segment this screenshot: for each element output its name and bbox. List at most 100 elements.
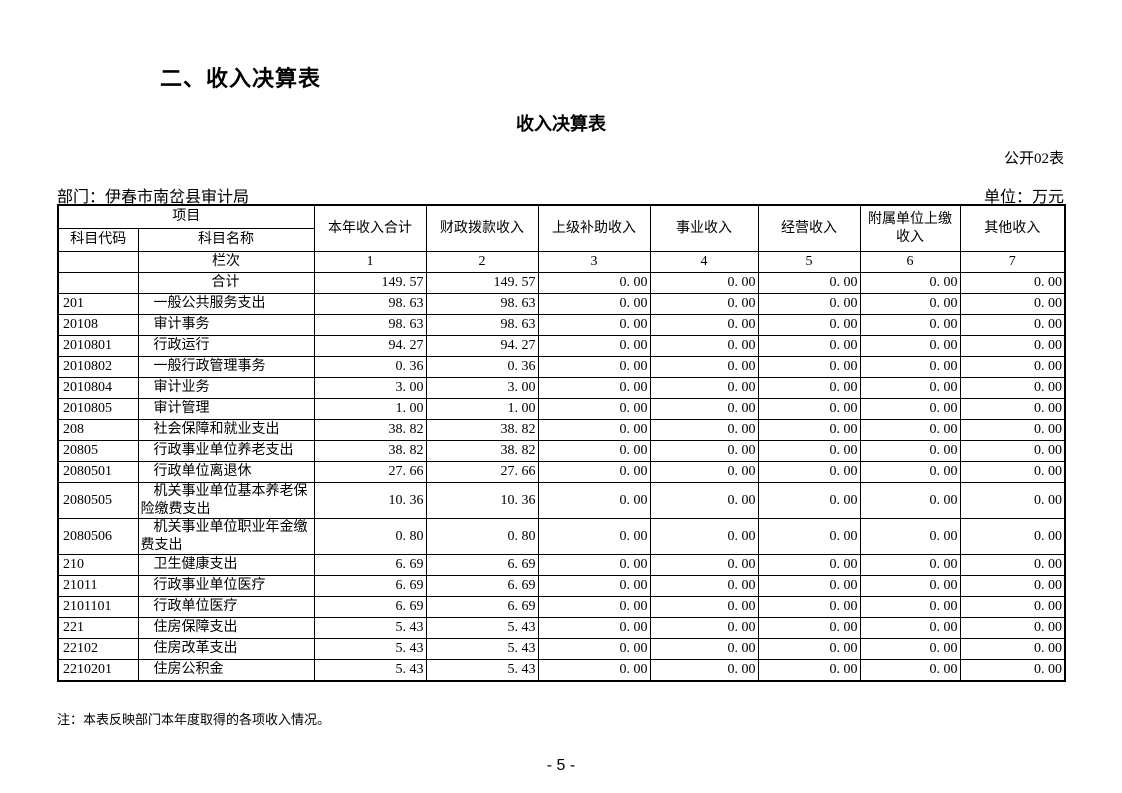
subject-name-cell: 一般行政管理事务 xyxy=(137,356,315,378)
subject-name-cell: 审计事务 xyxy=(137,314,315,336)
value-cell: 94. 27 xyxy=(425,335,539,357)
value-cell: 0. 00 xyxy=(859,518,961,555)
table-note: 注：本表反映部门本年度取得的各项收入情况。 xyxy=(57,712,331,727)
subject-code-cell xyxy=(57,272,139,294)
value-cell: 0. 00 xyxy=(959,293,1066,315)
value-cell: 0. 00 xyxy=(859,461,961,483)
value-cell: 0. 00 xyxy=(859,314,961,336)
value-cell: 94. 27 xyxy=(313,335,427,357)
subject-code-cell: 21011 xyxy=(57,575,139,597)
value-cell: 6. 69 xyxy=(313,554,427,576)
value-cell: 0. 00 xyxy=(757,272,861,294)
value-cell: 0. 00 xyxy=(649,482,759,519)
value-cell: 0. 00 xyxy=(757,638,861,660)
subject-code-cell: 2080506 xyxy=(57,518,139,555)
value-cell: 10. 36 xyxy=(425,482,539,519)
subject-name-cell: 社会保障和就业支出 xyxy=(137,419,315,441)
value-cell: 0. 00 xyxy=(859,272,961,294)
subject-code-cell: 210 xyxy=(57,554,139,576)
value-cell: 0. 00 xyxy=(959,356,1066,378)
header-fiscal-allocation-revenue: 财政拨款收入 xyxy=(425,204,539,252)
value-cell: 0. 00 xyxy=(649,518,759,555)
value-cell: 149. 57 xyxy=(425,272,539,294)
page-number: - 5 - xyxy=(546,757,576,774)
value-cell: 3. 00 xyxy=(313,377,427,399)
value-cell: 5. 43 xyxy=(425,659,539,682)
value-cell: 0. 00 xyxy=(537,440,651,462)
value-cell: 0. 00 xyxy=(959,638,1066,660)
value-cell: 0. 00 xyxy=(859,575,961,597)
value-cell: 0. 00 xyxy=(537,377,651,399)
subject-code-cell: 20805 xyxy=(57,440,139,462)
value-cell: 0. 00 xyxy=(859,638,961,660)
header-subject-code: 科目代码 xyxy=(57,228,139,252)
subject-name-cell: 机关事业单位基本养老保险缴费支出 xyxy=(137,482,315,519)
column-index-cell: 3 xyxy=(537,251,651,273)
value-cell: 0. 00 xyxy=(859,482,961,519)
subject-name-cell: 合计 xyxy=(137,272,315,294)
value-cell: 0. 00 xyxy=(959,554,1066,576)
value-cell: 0. 00 xyxy=(757,482,861,519)
subject-code-cell: 2210201 xyxy=(57,659,139,682)
table-row: 2010805 审计管理 1. 00 1. 00 0. 00 0. 00 0. 00 0. 0… xyxy=(57,398,1066,420)
value-cell: 38. 82 xyxy=(425,440,539,462)
value-cell: 0. 00 xyxy=(649,554,759,576)
subject-code-cell: 20108 xyxy=(57,314,139,336)
table-row: 208 社会保障和就业支出 38. 82 38. 82 0. 00 0. 00 0. 00 0… xyxy=(57,419,1066,441)
value-cell: 0. 00 xyxy=(537,518,651,555)
value-cell: 1. 00 xyxy=(425,398,539,420)
value-cell: 98. 63 xyxy=(425,314,539,336)
value-cell: 98. 63 xyxy=(313,293,427,315)
subject-name-cell: 行政事业单位养老支出 xyxy=(137,440,315,462)
table-row: 21011 行政事业单位医疗 6. 69 6. 69 0. 00 0. 00 0. 00 0.… xyxy=(57,575,1066,597)
value-cell: 6. 69 xyxy=(425,554,539,576)
value-cell: 0. 00 xyxy=(959,398,1066,420)
header-subject-name: 科目名称 xyxy=(137,228,315,252)
column-index-cell: 4 xyxy=(649,251,759,273)
table-row: 2080501 行政单位离退休 27. 66 27. 66 0. 00 0. 00 0. 0… xyxy=(57,461,1066,483)
subject-code-cell: 2010802 xyxy=(57,356,139,378)
value-cell: 6. 69 xyxy=(425,596,539,618)
value-cell: 0. 00 xyxy=(859,419,961,441)
subject-name-cell: 住房改革支出 xyxy=(137,638,315,660)
header-row-project: 项目 本年收入合计 财政拨款收入 上级补助收入 事业收入 经营收入 附属单位上缴… xyxy=(57,204,1066,252)
value-cell: 0. 00 xyxy=(537,335,651,357)
value-cell: 0. 00 xyxy=(649,335,759,357)
value-cell: 0. 00 xyxy=(649,596,759,618)
value-cell: 0. 00 xyxy=(859,293,961,315)
table-row: 2210201 住房公积金 5. 43 5. 43 0. 00 0. 00 0. 00 0. … xyxy=(57,659,1066,682)
subject-name-cell: 行政运行 xyxy=(137,335,315,357)
column-index-cell: 7 xyxy=(959,251,1066,273)
value-cell: 0. 00 xyxy=(757,575,861,597)
header-other-revenue: 其他收入 xyxy=(959,204,1066,252)
subject-name-cell: 卫生健康支出 xyxy=(137,554,315,576)
value-cell: 0. 00 xyxy=(859,356,961,378)
table-row: 2080506 机关事业单位职业年金缴费支出 0. 80 0. 80 0. 00 0. 0… xyxy=(57,518,1066,555)
value-cell: 1. 00 xyxy=(313,398,427,420)
value-cell: 0. 00 xyxy=(649,575,759,597)
value-cell: 38. 82 xyxy=(313,440,427,462)
value-cell: 0. 00 xyxy=(649,419,759,441)
value-cell: 0. 00 xyxy=(959,272,1066,294)
subject-name-cell: 行政事业单位医疗 xyxy=(137,575,315,597)
value-cell: 5. 43 xyxy=(425,638,539,660)
value-cell: 0. 80 xyxy=(425,518,539,555)
table-row: 2010801 行政运行 94. 27 94. 27 0. 00 0. 00 0. 00 0.… xyxy=(57,335,1066,357)
value-cell: 0. 00 xyxy=(649,314,759,336)
value-cell: 0. 00 xyxy=(859,659,961,682)
value-cell: 5. 43 xyxy=(313,659,427,682)
value-cell: 0. 00 xyxy=(959,575,1066,597)
value-cell: 0. 00 xyxy=(859,398,961,420)
value-cell: 0. 00 xyxy=(959,518,1066,555)
value-cell: 0. 36 xyxy=(313,356,427,378)
value-cell: 0. 00 xyxy=(537,659,651,682)
table-row: 22102 住房改革支出 5. 43 5. 43 0. 00 0. 00 0. 00 0. 0… xyxy=(57,638,1066,660)
value-cell: 0. 00 xyxy=(959,461,1066,483)
value-cell: 0. 00 xyxy=(757,596,861,618)
table-title: 收入决算表 xyxy=(516,114,606,134)
value-cell: 0. 00 xyxy=(537,617,651,639)
value-cell: 0. 00 xyxy=(537,554,651,576)
lanci-label-cell: 栏次 xyxy=(137,251,315,273)
value-cell: 0. 00 xyxy=(649,398,759,420)
